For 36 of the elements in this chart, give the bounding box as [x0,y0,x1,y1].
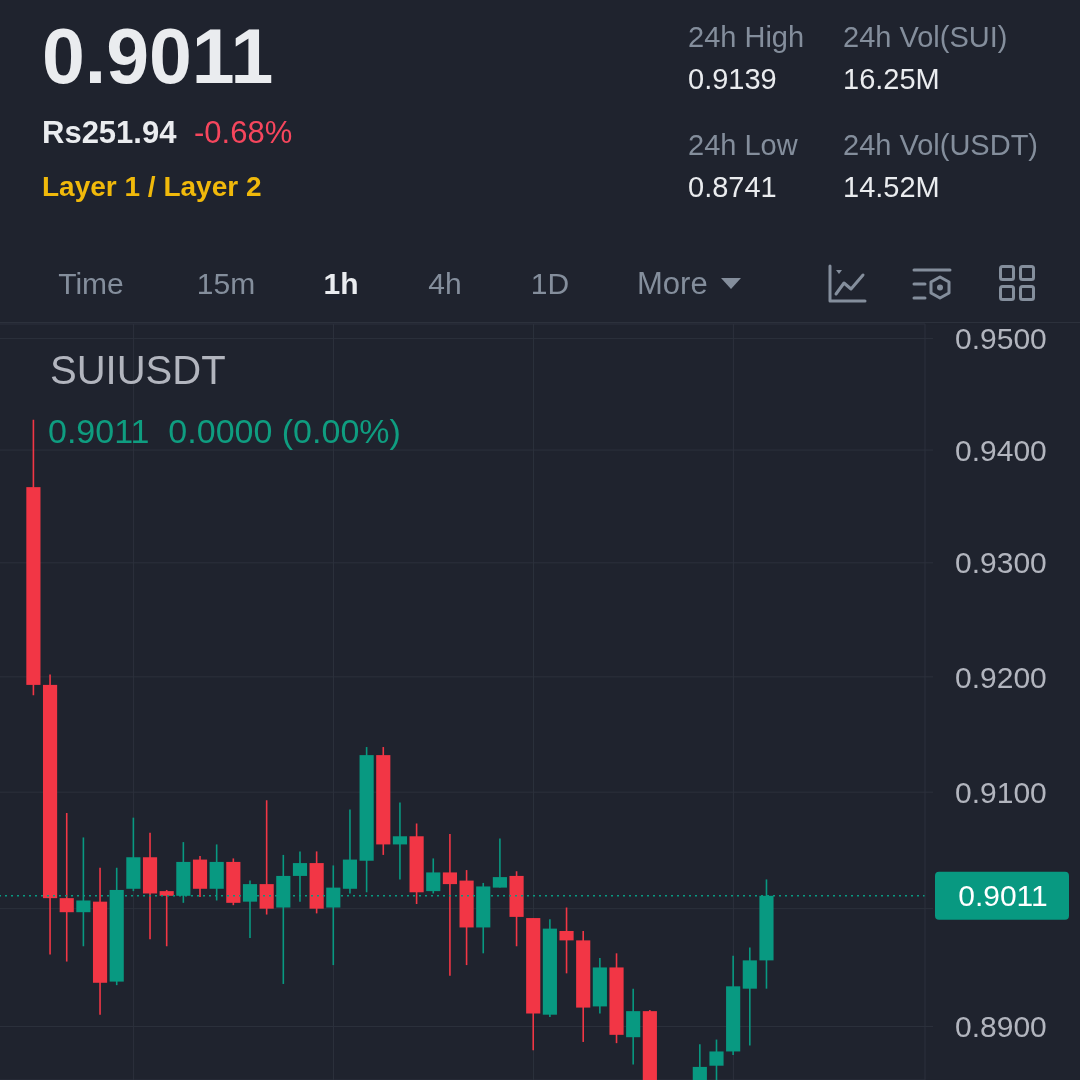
text: 24h High [688,20,805,53]
candlestick [692,1043,707,1080]
text: 1h [323,267,359,301]
y-tick-label: 0.9200 [955,660,1047,694]
text: 24h Vol(SUI) [843,20,1008,53]
ref-line-label: 0.9011 [958,879,1048,913]
text: 0.9011 [42,13,274,100]
candlestick [159,889,174,948]
y-tick-label: 0.9500 [955,322,1047,356]
text: SUIUSDT [50,347,226,392]
text: 0.9139 [688,62,777,95]
text: 4h [428,267,462,301]
text: 24h Vol(USDT) [843,128,1039,161]
candlestick [492,837,507,889]
candlestick [426,857,441,895]
candlestick [709,1038,724,1080]
text: 24h Low [688,128,798,161]
candlestick [59,812,74,963]
text: Rs251.94 [42,114,177,150]
text: 14.52M [843,170,940,203]
text: 0.9011 0.0000 (0.00%) [48,411,401,450]
text: 1D [530,267,570,301]
y-tick-label: 0.9100 [955,775,1047,809]
text: -0.68% [194,114,293,150]
text: Time [58,267,124,301]
candlestick [442,833,457,977]
candlestick [392,801,408,881]
text: 15m [196,267,256,301]
candlestick [559,906,574,975]
text: 0.8741 [688,170,777,203]
text: More [637,265,708,301]
y-tick-label: 0.9400 [955,433,1047,467]
text: Layer 1 / Layer 2 [42,171,262,203]
y-tick-label: 0.9300 [955,546,1047,580]
y-tick-label: 0.8900 [955,1010,1047,1044]
text: 16.25M [843,62,940,95]
